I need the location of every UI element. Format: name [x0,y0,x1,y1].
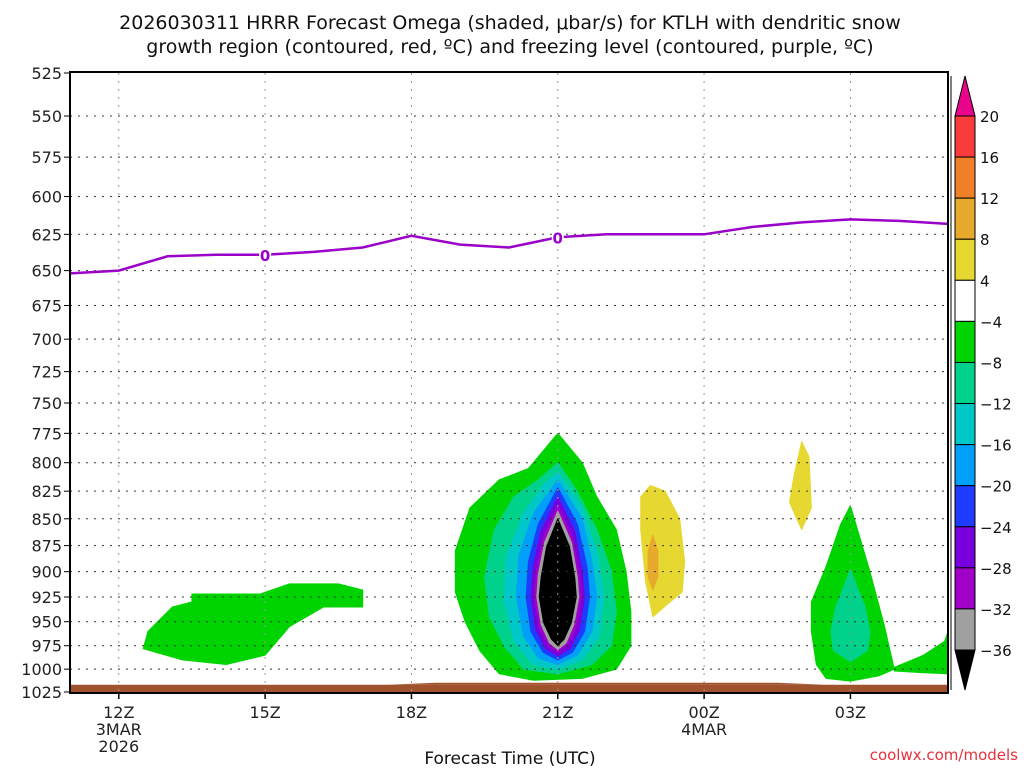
colorbar-level-label: −4 [980,313,1002,331]
colorbar-bin [954,279,976,322]
colorbar-bin [954,608,976,651]
colorbar-bin [954,320,976,363]
x-tick-label: 00Z [688,703,719,722]
colorbar-level-label: −28 [980,560,1012,578]
y-tick-label: 650 [31,262,62,281]
ground-fill [70,684,948,692]
freezing-level-line [69,218,949,275]
colorbar-bin [954,361,976,405]
y-tick-label: 825 [31,482,62,501]
y-tick-label: 1000 [21,660,62,679]
colorbar-upper-arrow [954,75,976,117]
credit-link[interactable]: coolwx.com/models [870,746,1018,764]
x-tick-label: 21Z [542,703,573,722]
ground-layer [70,682,948,692]
colorbar-level-label: 16 [980,149,999,167]
y-tick-label: 525 [31,64,62,83]
colorbar-bin [954,403,976,446]
colorbar-bin [954,238,976,281]
freezing-level-label: 0 [553,229,563,247]
x-tick-label: 2026 [98,737,139,756]
colorbar-level-label: 20 [980,108,999,126]
omega-region-left-weak-ascent [142,583,364,665]
chart-title-line-1: 2026030311 HRRR Forecast Omega (shaded, … [119,12,901,34]
y-tick-label: 775 [31,424,62,443]
x-tick-label: 12Z [103,703,134,722]
y-tick-label: 975 [31,637,62,656]
freezing-label-bg [259,245,272,264]
y-tick-label: 625 [31,225,62,244]
x-tick-label: 4MAR [681,720,727,739]
y-axis: 525 550 575 600 625 650 675 700 725 750 775 800 825 8… [21,64,70,702]
y-tick-label: 700 [31,330,62,349]
omega-region-right-ascent-12 [830,569,871,663]
colorbar-bin [954,485,976,528]
y-tick-label: 675 [31,297,62,316]
freezing-label-bg [551,228,564,247]
ground-bump [387,682,827,685]
y-tick-label: 800 [31,454,62,473]
y-tick-label: 900 [31,563,62,582]
colorbar: 20 16 12 8 4 −4 −8 −12 −16 −20 −24 −28 −32 −36 [950,75,1012,691]
chart-title-line-2: growth region (contoured, red, ºC) and f… [146,36,873,58]
colorbar-level-label: −24 [980,519,1012,537]
colorbar-lower-arrow [954,649,976,691]
colorbar-bin [954,567,976,610]
colorbar-level-label: 12 [980,190,999,208]
colorbar-level-label: −16 [980,437,1012,455]
colorbar-level-label: −12 [980,396,1012,414]
y-tick-label: 600 [31,188,62,207]
omega-region-descent-orange-1 [647,534,659,591]
colorbar-level-label: −36 [980,642,1012,660]
freezing-level-contour: 00 [69,218,949,275]
omega-shaded-regions [142,432,949,682]
y-tick-label: 725 [31,363,62,382]
x-tick-label: 3MAR [96,720,142,739]
y-tick-label: 750 [31,394,62,413]
colorbar-level-label: 8 [980,231,990,249]
colorbar-bin [954,156,976,199]
colorbar-level-label: 4 [980,272,990,290]
y-tick-label: 550 [31,107,62,126]
colorbar-bin [954,526,976,569]
y-tick-label: 875 [31,537,62,556]
y-tick-label: 925 [31,588,62,607]
y-tick-label: 575 [31,148,62,167]
y-tick-label: 950 [31,613,62,632]
colorbar-level-label: −32 [980,601,1012,619]
y-tick-label: 850 [31,510,62,529]
omega-region-descent-yellow-2 [789,441,812,531]
omega-region-ground-band-ascent [893,638,949,675]
colorbar-bin [954,115,976,158]
x-tick-label: 03Z [835,703,866,722]
colorbar-bin [954,444,976,487]
colorbar-level-label: −8 [980,354,1002,372]
x-axis-label: Forecast Time (UTC) [424,749,595,768]
plot-frame [69,71,949,694]
omega-region-main-ascent-core [538,518,577,647]
x-tick-label: 15Z [249,703,280,722]
freezing-level-label: 0 [260,247,270,265]
y-tick-label: 1025 [21,683,62,702]
colorbar-level-label: −20 [980,478,1012,496]
colorbar-bin [954,197,976,240]
x-tick-label: 18Z [396,703,427,722]
